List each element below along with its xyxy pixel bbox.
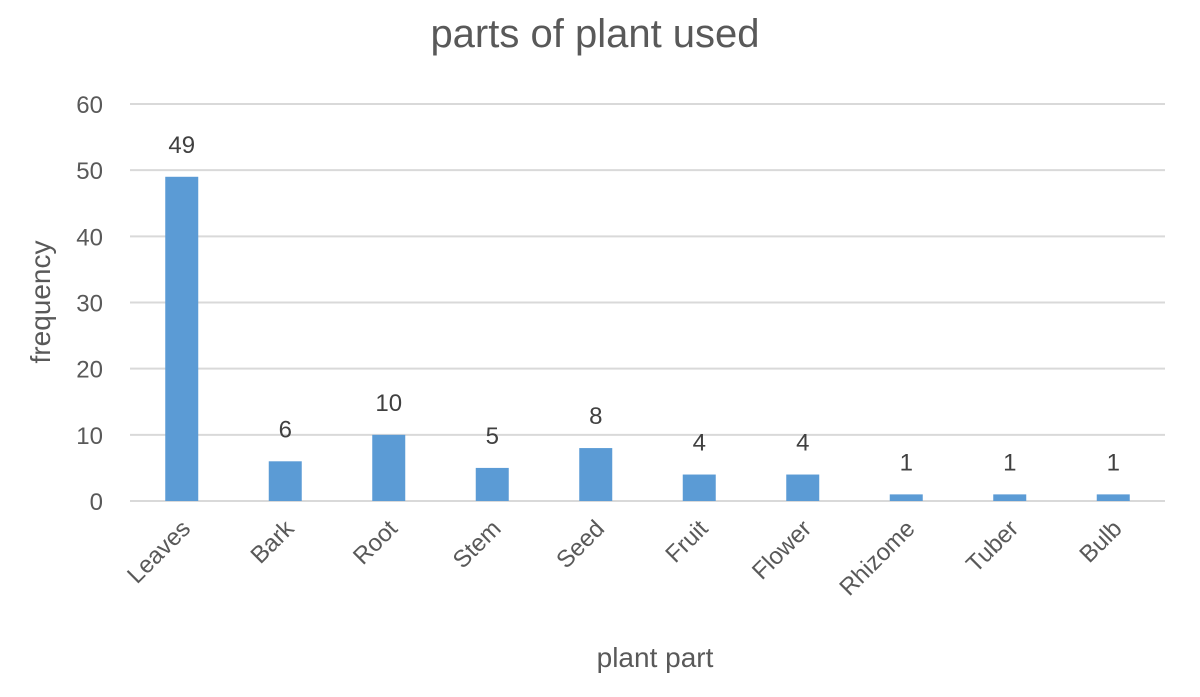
y-axis-ticks: 0 10 20 30 40 50 60 xyxy=(76,92,103,516)
bar-bulb xyxy=(1096,494,1130,501)
bar-seed xyxy=(579,448,613,501)
y-axis-label: frequency xyxy=(25,241,56,364)
y-tick-label: 40 xyxy=(76,224,103,251)
data-label-leaves: 49 xyxy=(168,132,195,159)
x-tick-label-flower: Flower xyxy=(747,515,817,585)
x-tick-label-tuber: Tuber xyxy=(961,515,1024,578)
x-tick-label-leaves: Leaves xyxy=(122,515,196,589)
y-tick-label: 30 xyxy=(76,291,103,318)
chart-title: parts of plant used xyxy=(430,12,759,56)
data-label-stem: 5 xyxy=(486,423,499,450)
data-label-tuber: 1 xyxy=(1003,449,1016,476)
x-tick-label-bulb: Bulb xyxy=(1074,515,1127,568)
bar-leaves xyxy=(165,176,199,502)
bar-rhizome xyxy=(889,494,923,501)
data-label-bulb: 1 xyxy=(1107,449,1120,476)
y-tick-label: 10 xyxy=(76,423,103,450)
bar-fruit xyxy=(682,474,716,501)
x-tick-label-fruit: Fruit xyxy=(660,515,713,568)
x-tick-label-stem: Stem xyxy=(448,515,507,574)
bar-tuber xyxy=(993,494,1027,501)
bar-flower xyxy=(786,474,820,501)
data-label-root: 10 xyxy=(375,390,402,417)
y-tick-label: 20 xyxy=(76,357,103,384)
x-axis-ticks: Leaves Bark Root Stem Seed Fruit Flower Rhizome… xyxy=(122,514,1127,601)
y-tick-label: 0 xyxy=(90,489,103,516)
bar-root xyxy=(372,434,406,501)
x-tick-label-seed: Seed xyxy=(551,515,610,574)
data-labels: 49 6 10 5 8 4 4 1 1 1 xyxy=(168,132,1120,477)
data-label-flower: 4 xyxy=(796,430,809,457)
x-tick-label-root: Root xyxy=(348,515,403,570)
data-label-rhizome: 1 xyxy=(900,449,913,476)
data-label-seed: 8 xyxy=(589,403,602,430)
x-tick-label-rhizome: Rhizome xyxy=(834,515,920,601)
bar-stem xyxy=(475,467,509,501)
x-tick-label-bark: Bark xyxy=(245,514,300,569)
y-tick-label: 60 xyxy=(76,92,103,119)
bars xyxy=(165,176,1130,502)
data-label-fruit: 4 xyxy=(693,430,706,457)
bar-bark xyxy=(268,461,302,501)
data-label-bark: 6 xyxy=(279,416,292,443)
x-axis-label: plant part xyxy=(597,642,714,673)
gridlines xyxy=(130,103,1165,502)
y-tick-label: 50 xyxy=(76,158,103,185)
